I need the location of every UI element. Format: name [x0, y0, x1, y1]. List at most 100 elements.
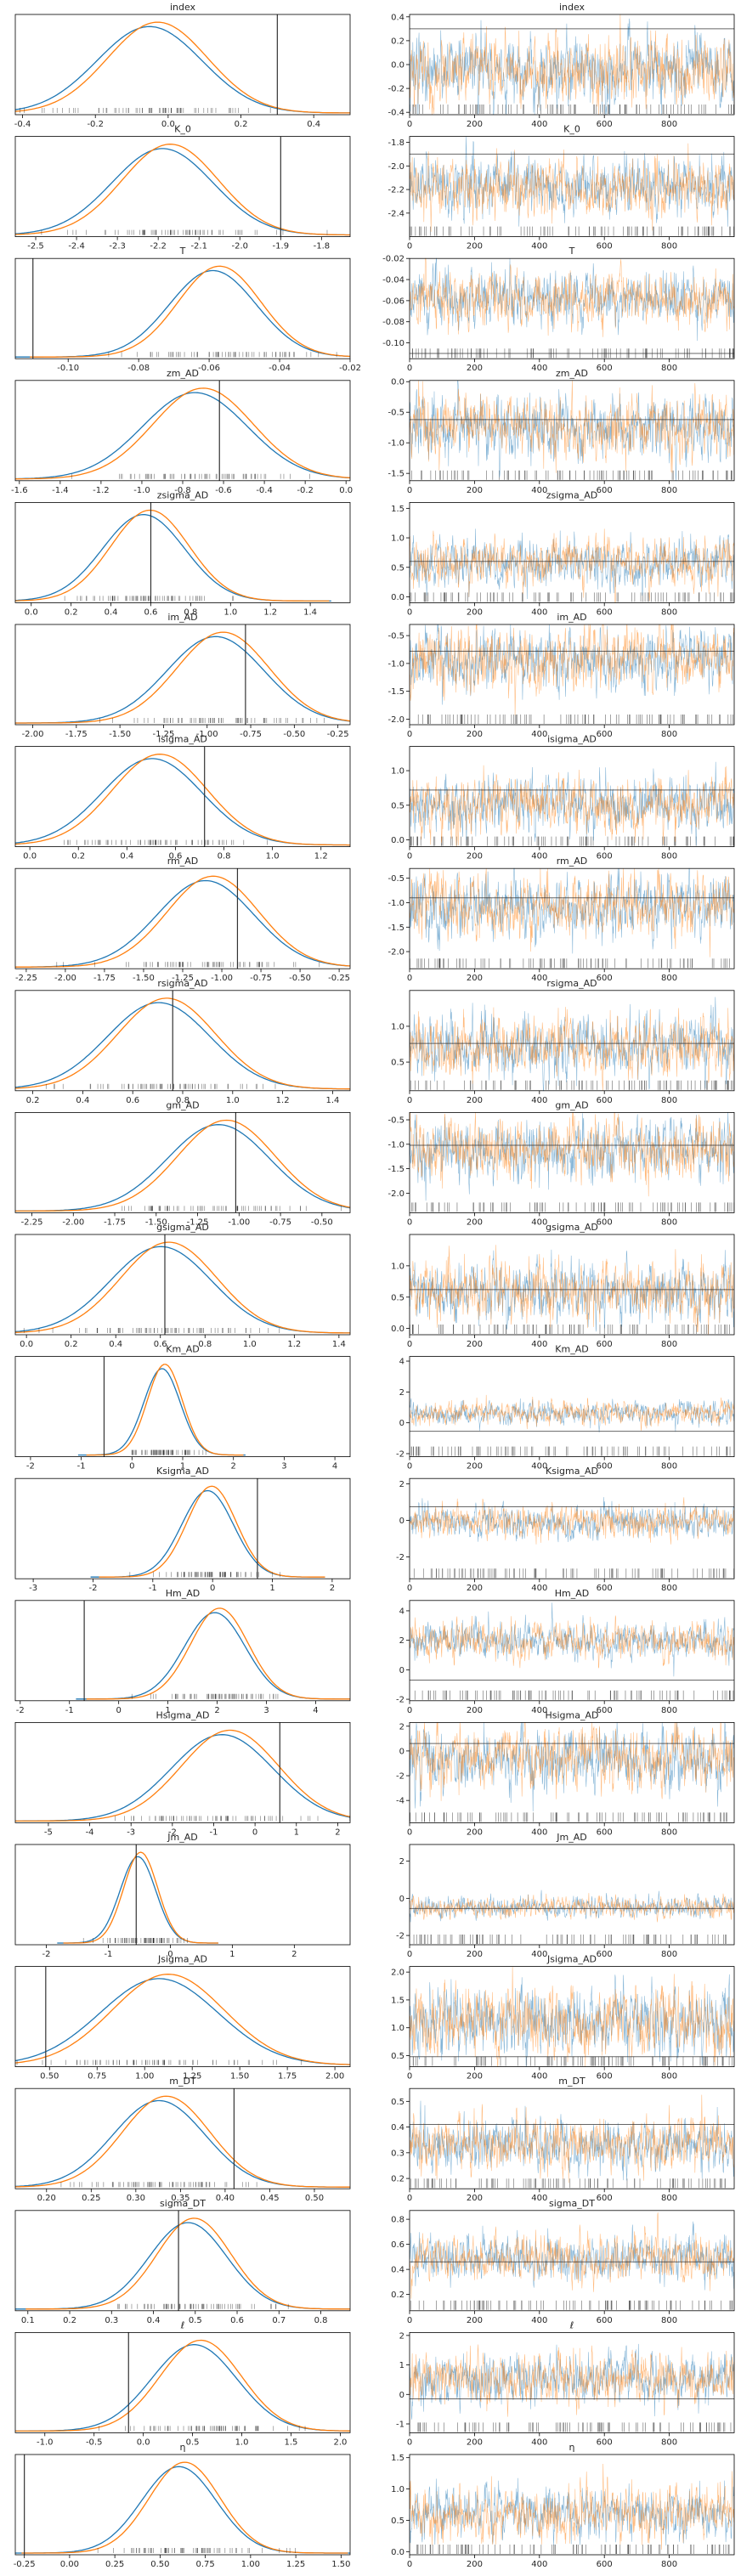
x-tick-label: 1.4: [332, 1340, 346, 1349]
x-tick-label: 200: [467, 1584, 483, 1593]
x-tick-label: 0: [252, 1827, 257, 1837]
x-tick-label: -2.25: [21, 1217, 43, 1227]
rug-marks: [410, 1080, 733, 1090]
x-tick-label: -1.50: [145, 1217, 167, 1227]
panel-title: Ksigma_AD: [546, 1466, 598, 1477]
trace-line-chain-1: [409, 380, 734, 473]
x-tick-label: -2.00: [62, 1217, 84, 1227]
x-tick-label: 400: [531, 1706, 547, 1715]
x-tick-label: 800: [661, 2194, 677, 2203]
y-tick-label: -0.5: [387, 409, 404, 418]
panel-title: zm_AD: [167, 368, 199, 379]
x-tick-label: -0.25: [327, 730, 349, 739]
axes-frame: [14, 2210, 351, 2312]
panel-title: η: [180, 2442, 186, 2453]
x-tick-label: 0: [407, 1096, 412, 1105]
panel-title: gsigma_AD: [546, 1222, 598, 1233]
x-tick-label: -0.50: [283, 730, 305, 739]
trace-panel-11: im_AD 0 200 400 600 800 -0.5 -1.0 -1.5 -2.0: [387, 612, 735, 739]
density-curve-chain-0: [57, 1856, 218, 1944]
x-tick-label: 0: [407, 1706, 412, 1715]
y-tick-label: 1.0: [391, 2485, 404, 2494]
x-tick-label: -2.5: [27, 242, 44, 251]
density-panel-4: T -0.10 -0.08 -0.06 -0.04 -0.02: [14, 246, 361, 373]
y-tick-label: -4: [396, 1797, 404, 1806]
panel-title: Jm_AD: [167, 1832, 197, 1843]
x-tick-label: 800: [661, 2072, 677, 2082]
trace-line-chain-0: [409, 2343, 734, 2420]
x-tick-label: 1.2: [314, 852, 328, 861]
x-tick-label: 600: [597, 1340, 613, 1349]
axes-frame: [14, 14, 351, 116]
density-curve-chain-0: [90, 1489, 325, 1578]
x-tick-label: -2.1: [190, 242, 207, 251]
axes-frame: [409, 1477, 735, 1579]
x-tick-label: 0.2: [235, 120, 248, 129]
axes-frame: [14, 624, 351, 726]
x-tick-label: 1: [269, 1584, 274, 1593]
x-tick-label: -0.25: [328, 974, 350, 983]
panel-title: zsigma_AD: [157, 489, 209, 500]
y-tick-label: -1.5: [387, 1165, 404, 1174]
rug-marks: [20, 108, 271, 113]
rug-marks: [413, 1935, 727, 1944]
x-tick-label: 0.0: [20, 1340, 33, 1349]
x-tick-label: 400: [531, 2560, 547, 2569]
y-tick-label: -2: [396, 1772, 404, 1782]
x-tick-label: 600: [597, 2316, 613, 2325]
rug-marks: [413, 1568, 734, 1579]
rug-marks: [410, 2178, 726, 2189]
density-panel-40: η -0.25 0.00 0.25 0.50 0.75 1.00 1.25 1.50: [14, 2442, 351, 2569]
x-tick-label: 200: [467, 486, 483, 495]
x-tick-label: 0.50: [305, 2194, 324, 2203]
x-tick-label: -1.00: [228, 1217, 250, 1227]
y-tick-label: 0.0: [391, 378, 404, 387]
y-tick-label: 0: [399, 2391, 404, 2400]
x-tick-label: 2.0: [333, 2438, 347, 2447]
x-tick-label: -2: [88, 1584, 97, 1593]
x-tick-label: 400: [531, 974, 547, 983]
rug-marks: [97, 2548, 296, 2553]
density-curve-chain-0: [15, 1734, 351, 1822]
x-tick-label: 800: [661, 364, 677, 373]
x-tick-label: 200: [467, 852, 483, 861]
x-tick-label: 600: [597, 1584, 613, 1593]
x-tick-label: 400: [531, 486, 547, 495]
x-tick-label: 800: [661, 1827, 677, 1837]
axes-frame: [409, 502, 735, 603]
x-tick-label: 2: [335, 1827, 340, 1837]
y-tick-label: -2.0: [387, 715, 404, 725]
axes-frame: [409, 624, 735, 726]
x-tick-label: 200: [467, 1462, 483, 1472]
panel-title: rsigma_AD: [157, 978, 207, 989]
x-tick-label: 3: [263, 1706, 269, 1715]
y-tick-label: 0.0: [391, 61, 404, 71]
axes-frame: [409, 2087, 735, 2189]
x-tick-label: -0.75: [240, 730, 262, 739]
rug-marks: [99, 718, 325, 723]
density-curve-chain-1: [15, 2095, 350, 2188]
x-tick-label: -1: [149, 1584, 157, 1593]
y-tick-label: 0.6: [391, 2240, 404, 2250]
panel-title: im_AD: [557, 612, 586, 623]
x-tick-label: 400: [531, 852, 547, 861]
trace-line-chain-1: [409, 1615, 734, 1669]
density-curve-chain-1: [14, 21, 350, 114]
axes-frame: [14, 1477, 351, 1579]
x-tick-label: 400: [531, 1096, 547, 1105]
x-tick-label: 0.8: [184, 607, 197, 617]
x-tick-label: 200: [467, 730, 483, 739]
rug-marks: [129, 1572, 280, 1578]
x-tick-label: 800: [661, 1584, 677, 1593]
density-curve-chain-1: [86, 1607, 350, 1700]
x-tick-label: 400: [531, 1584, 547, 1593]
axes-frame: [14, 2087, 351, 2189]
panel-title: Hsigma_AD: [546, 1709, 599, 1720]
density-curve-chain-0: [15, 1124, 351, 1212]
density-curve-chain-1: [14, 1974, 351, 2065]
density-panel-14: rm_AD -2.25 -2.00 -1.75 -1.50 -1.25 -1.00 -0.75…: [14, 856, 351, 983]
density-panel-6: zm_AD -1.6 -1.4 -1.2 -1.0 -0.8 -0.6 -0.4 -0.2 0.0: [11, 368, 353, 495]
rug-marks: [411, 1202, 735, 1212]
x-tick-label: 0.4: [120, 852, 133, 861]
